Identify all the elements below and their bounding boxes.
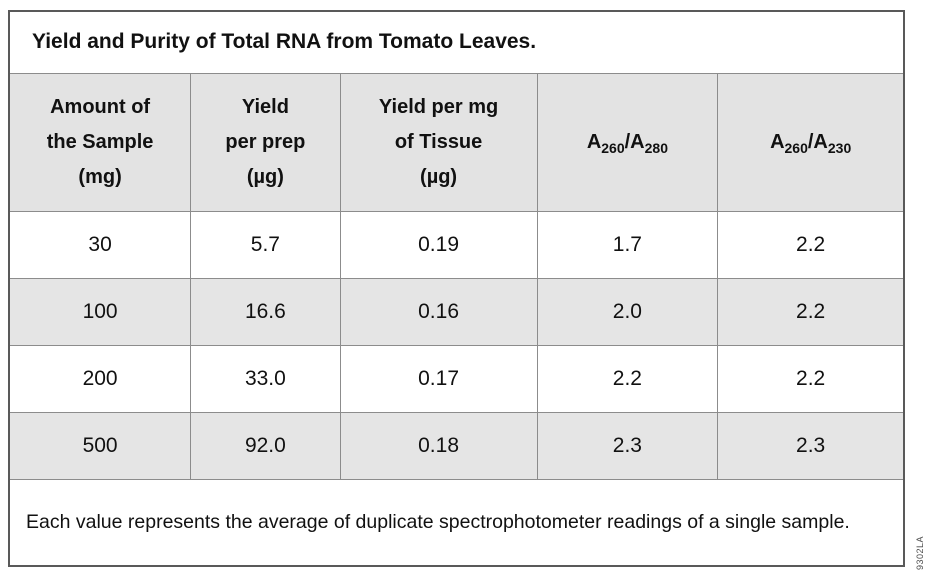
header-line: Amount of	[50, 95, 151, 118]
cell-amount: 200	[8, 344, 192, 413]
ratio-base: A	[770, 130, 785, 153]
header-cell-a260-a230: A260/A230	[717, 72, 905, 212]
table-title: Yield and Purity of Total RNA from Tomat…	[8, 10, 905, 74]
header-cell-yield-per-mg: Yield per mg of Tissue (µg)	[339, 72, 538, 212]
header-cell-amount: Amount of the Sample (mg)	[8, 72, 192, 212]
rna-yield-purity-table: Yield and Purity of Total RNA from Tomat…	[8, 10, 905, 567]
header-cell-a260-a280: A260/A280	[536, 72, 719, 212]
table-row: 100 16.6 0.16 2.0 2.2	[8, 277, 905, 346]
cell-a260-a280: 2.2	[536, 344, 719, 413]
header-line: Yield per mg	[378, 95, 499, 118]
header-line: (mg)	[78, 165, 122, 188]
cell-a260-a230: 2.2	[717, 277, 905, 346]
ratio-base: /A	[624, 130, 645, 153]
cell-a260-a230: 2.2	[717, 210, 905, 279]
table-row: 200 33.0 0.17 2.2 2.2	[8, 344, 905, 413]
table-footnote-row: Each value represents the average of dup…	[8, 478, 905, 567]
ratio-subscript: 280	[644, 139, 668, 156]
cell-yield-per-mg: 0.18	[339, 411, 538, 480]
cell-yield-per-prep: 16.6	[190, 277, 341, 346]
cell-amount: 500	[8, 411, 192, 480]
cell-yield-per-mg: 0.19	[339, 210, 538, 279]
figure-code-label: 9302LA	[915, 535, 925, 570]
header-line: (µg)	[420, 165, 458, 188]
ratio-subscript: 260	[601, 139, 625, 156]
cell-yield-per-mg: 0.17	[339, 344, 538, 413]
table-row: 500 92.0 0.18 2.3 2.3	[8, 411, 905, 480]
header-line: the Sample	[46, 130, 154, 153]
table-row: 30 5.7 0.19 1.7 2.2	[8, 210, 905, 279]
header-line: per prep	[225, 130, 306, 153]
header-line: Yield	[241, 95, 289, 118]
cell-amount: 30	[8, 210, 192, 279]
cell-a260-a280: 2.3	[536, 411, 719, 480]
cell-yield-per-mg: 0.16	[339, 277, 538, 346]
cell-a260-a230: 2.2	[717, 344, 905, 413]
cell-a260-a230: 2.3	[717, 411, 905, 480]
cell-a260-a280: 2.0	[536, 277, 719, 346]
header-cell-yield-per-prep: Yield per prep (µg)	[190, 72, 341, 212]
table-footnote: Each value represents the average of dup…	[8, 478, 905, 567]
table-title-row: Yield and Purity of Total RNA from Tomat…	[8, 10, 905, 74]
cell-yield-per-prep: 92.0	[190, 411, 341, 480]
ratio-subscript: 230	[827, 139, 852, 156]
cell-a260-a280: 1.7	[536, 210, 719, 279]
cell-yield-per-prep: 5.7	[190, 210, 341, 279]
header-line: of Tissue	[394, 130, 483, 153]
header-line: (µg)	[246, 165, 284, 188]
cell-yield-per-prep: 33.0	[190, 344, 341, 413]
ratio-base: /A	[807, 130, 828, 153]
cell-amount: 100	[8, 277, 192, 346]
table-header-row: Amount of the Sample (mg) Yield per prep…	[8, 72, 905, 212]
ratio-base: A	[586, 130, 602, 153]
ratio-subscript: 260	[784, 139, 808, 156]
